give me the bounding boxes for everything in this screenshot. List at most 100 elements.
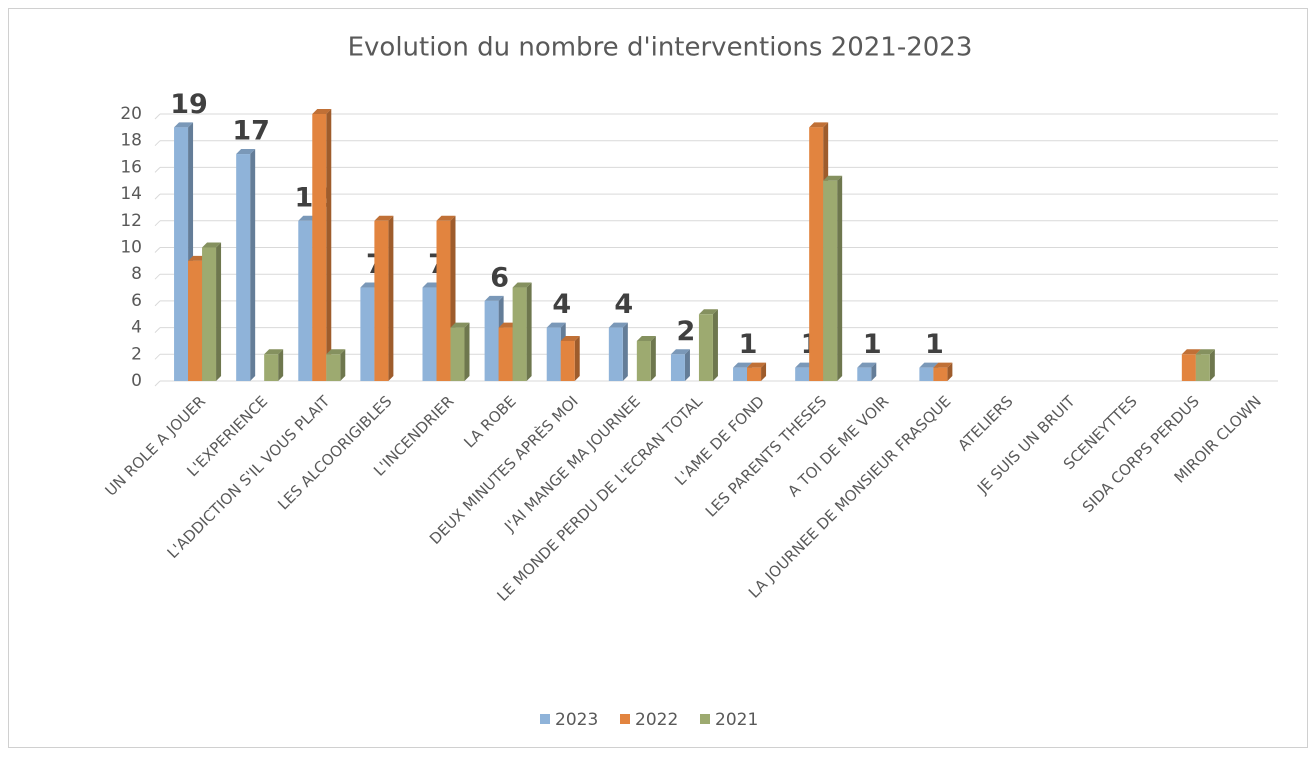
data-label: 4 xyxy=(552,289,571,320)
bar-side xyxy=(464,322,470,381)
bar xyxy=(1195,354,1210,381)
grid-line-depth xyxy=(154,380,161,387)
y-tick-label: 18 xyxy=(120,131,142,151)
bar-side xyxy=(278,349,284,381)
bar xyxy=(264,354,279,381)
y-tick-label: 20 xyxy=(120,104,142,124)
grid-line-depth xyxy=(154,353,161,360)
bar xyxy=(360,287,375,381)
bar-top xyxy=(512,282,532,288)
legend-swatch xyxy=(620,714,630,724)
grid-line-depth xyxy=(154,327,161,333)
bar-side xyxy=(574,335,580,381)
bar xyxy=(202,247,217,381)
bar xyxy=(236,154,251,381)
data-label: 1 xyxy=(925,329,944,360)
bar xyxy=(498,327,513,381)
bar xyxy=(546,327,561,381)
bar-top xyxy=(484,295,504,301)
data-label: 17 xyxy=(232,116,270,147)
bar-top xyxy=(1181,349,1201,355)
bar xyxy=(670,354,685,381)
y-tick-label: 10 xyxy=(120,238,142,258)
bar xyxy=(374,220,389,381)
bar-top xyxy=(202,242,222,248)
bar-top xyxy=(236,149,256,155)
bar-side xyxy=(340,349,346,381)
data-label: 4 xyxy=(614,289,633,320)
bar xyxy=(450,327,465,381)
bar xyxy=(422,287,437,381)
y-tick-label: 14 xyxy=(120,184,142,204)
bar xyxy=(326,354,341,381)
grid-line-depth xyxy=(154,140,161,147)
bar-side xyxy=(1209,349,1215,381)
bar-top xyxy=(933,362,953,368)
bar xyxy=(795,367,810,381)
bar-side xyxy=(216,242,222,381)
data-label: 1 xyxy=(739,329,758,360)
bar-top xyxy=(670,349,690,355)
y-tick-label: 8 xyxy=(131,264,142,284)
bar-top xyxy=(374,215,394,221)
chart-title: Evolution du nombre d'interventions 2021… xyxy=(348,33,973,63)
bar xyxy=(608,327,623,381)
bar xyxy=(188,260,203,381)
bar-side xyxy=(871,362,877,381)
grid-line-depth xyxy=(154,220,161,227)
bar-top xyxy=(733,362,753,368)
bar-side xyxy=(250,149,256,381)
data-label: 1 xyxy=(863,329,882,360)
bar xyxy=(698,314,713,381)
grid-line-depth xyxy=(154,167,161,173)
bar xyxy=(636,340,651,381)
bar xyxy=(919,367,934,381)
bar-side xyxy=(622,322,628,381)
bar-top xyxy=(264,349,284,355)
legend-label: 2021 xyxy=(715,710,758,730)
bar-side xyxy=(947,362,953,381)
bar xyxy=(484,300,499,381)
bar-side xyxy=(388,215,394,381)
grid-line-depth xyxy=(154,113,161,120)
bar xyxy=(933,367,948,381)
bar xyxy=(512,287,527,381)
bar xyxy=(436,220,451,381)
bar-side xyxy=(837,175,843,381)
bar xyxy=(809,127,824,381)
bar-top xyxy=(608,322,628,328)
chart-frame xyxy=(8,8,1308,748)
bar-top xyxy=(436,215,456,221)
bar-top xyxy=(809,122,829,128)
bar-top xyxy=(747,362,767,368)
bar xyxy=(857,367,872,381)
bar-top xyxy=(560,335,580,341)
bar-top xyxy=(857,362,877,368)
data-label: 19 xyxy=(170,89,208,120)
y-tick-label: 16 xyxy=(120,157,142,177)
bar-top xyxy=(312,109,332,114)
grid-line-depth xyxy=(154,193,161,200)
bar-top xyxy=(698,309,718,315)
bar-top xyxy=(174,122,194,128)
grid-line-depth xyxy=(154,300,161,307)
data-label: 2 xyxy=(677,316,696,347)
y-tick-label: 2 xyxy=(131,344,142,364)
bar xyxy=(823,180,838,381)
bar xyxy=(560,340,575,381)
bar xyxy=(298,220,313,381)
bar-top xyxy=(1195,349,1215,355)
bar-top xyxy=(546,322,566,328)
bar-top xyxy=(636,335,656,341)
y-tick-label: 0 xyxy=(131,371,142,391)
legend-label: 2022 xyxy=(635,710,678,730)
bar-side xyxy=(712,309,718,381)
y-tick-label: 12 xyxy=(120,211,142,231)
legend-swatch xyxy=(540,714,550,724)
legend-label: 2023 xyxy=(555,710,598,730)
bar xyxy=(174,127,189,381)
bar-top xyxy=(450,322,470,328)
data-label: 6 xyxy=(490,262,509,293)
bar-side xyxy=(684,349,690,381)
